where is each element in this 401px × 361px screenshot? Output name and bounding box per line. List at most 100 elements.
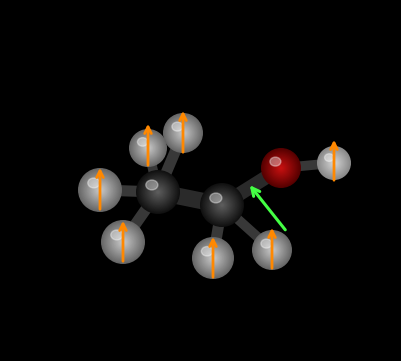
Circle shape (162, 113, 203, 153)
Circle shape (164, 114, 201, 152)
Circle shape (105, 225, 140, 260)
Circle shape (253, 231, 290, 269)
Ellipse shape (146, 180, 158, 190)
Circle shape (166, 117, 198, 149)
Circle shape (265, 153, 296, 183)
Circle shape (131, 131, 164, 165)
Circle shape (99, 189, 101, 191)
Circle shape (326, 156, 340, 170)
Circle shape (87, 177, 113, 203)
Circle shape (136, 136, 159, 160)
Circle shape (221, 204, 222, 206)
Circle shape (198, 244, 227, 272)
Circle shape (150, 184, 166, 200)
Circle shape (329, 158, 338, 168)
Circle shape (80, 170, 119, 210)
Circle shape (193, 238, 232, 278)
Circle shape (141, 141, 154, 155)
Circle shape (136, 136, 160, 160)
Circle shape (327, 157, 339, 169)
Circle shape (141, 175, 174, 209)
Circle shape (146, 146, 150, 150)
Circle shape (166, 116, 199, 150)
Circle shape (318, 148, 348, 178)
Circle shape (167, 118, 198, 148)
Circle shape (266, 245, 277, 255)
Circle shape (157, 191, 158, 193)
Circle shape (119, 238, 126, 246)
Circle shape (179, 130, 186, 136)
Circle shape (255, 233, 288, 267)
Circle shape (201, 247, 224, 269)
Circle shape (277, 165, 283, 171)
Circle shape (156, 191, 159, 193)
Circle shape (137, 171, 178, 213)
Circle shape (206, 190, 237, 221)
Circle shape (278, 166, 282, 170)
Circle shape (174, 124, 191, 142)
Circle shape (84, 175, 115, 205)
Circle shape (251, 230, 291, 270)
Circle shape (89, 179, 111, 201)
Circle shape (328, 158, 338, 168)
Circle shape (217, 201, 226, 209)
Circle shape (317, 147, 350, 179)
Circle shape (259, 237, 284, 263)
Circle shape (145, 145, 150, 151)
Circle shape (206, 252, 219, 264)
Circle shape (140, 174, 175, 210)
Circle shape (117, 236, 129, 248)
Ellipse shape (87, 178, 99, 188)
Circle shape (267, 246, 275, 254)
Circle shape (331, 161, 335, 165)
Circle shape (270, 158, 290, 178)
Circle shape (139, 174, 176, 210)
Circle shape (144, 179, 171, 205)
Circle shape (89, 180, 110, 200)
Circle shape (330, 160, 336, 166)
Circle shape (216, 200, 227, 210)
Circle shape (155, 189, 160, 195)
Circle shape (138, 172, 177, 212)
Circle shape (325, 155, 341, 171)
Circle shape (260, 239, 283, 261)
Circle shape (259, 238, 283, 262)
Circle shape (205, 251, 219, 265)
Circle shape (216, 199, 227, 211)
Circle shape (192, 238, 233, 278)
Circle shape (85, 175, 114, 205)
Circle shape (254, 233, 289, 268)
Circle shape (320, 150, 346, 176)
Circle shape (270, 249, 273, 251)
Circle shape (268, 156, 292, 180)
Circle shape (93, 183, 106, 197)
Circle shape (136, 170, 180, 214)
Circle shape (322, 152, 344, 174)
Circle shape (152, 187, 163, 197)
Circle shape (103, 222, 142, 262)
Circle shape (118, 238, 127, 247)
Circle shape (142, 176, 174, 208)
Circle shape (203, 248, 222, 268)
Circle shape (275, 163, 286, 173)
Circle shape (168, 118, 197, 148)
Circle shape (319, 149, 347, 177)
Circle shape (156, 190, 160, 194)
Circle shape (141, 142, 154, 155)
Circle shape (168, 119, 196, 147)
Circle shape (203, 187, 240, 223)
Circle shape (269, 248, 273, 252)
Circle shape (326, 156, 340, 170)
Circle shape (112, 231, 134, 253)
Circle shape (318, 148, 348, 178)
Circle shape (165, 116, 200, 150)
Circle shape (139, 173, 176, 211)
Circle shape (194, 240, 231, 276)
Circle shape (194, 239, 231, 277)
Ellipse shape (172, 122, 182, 131)
Circle shape (178, 128, 187, 138)
Circle shape (279, 168, 281, 169)
Circle shape (138, 139, 157, 157)
Circle shape (258, 237, 285, 263)
Circle shape (271, 159, 290, 177)
